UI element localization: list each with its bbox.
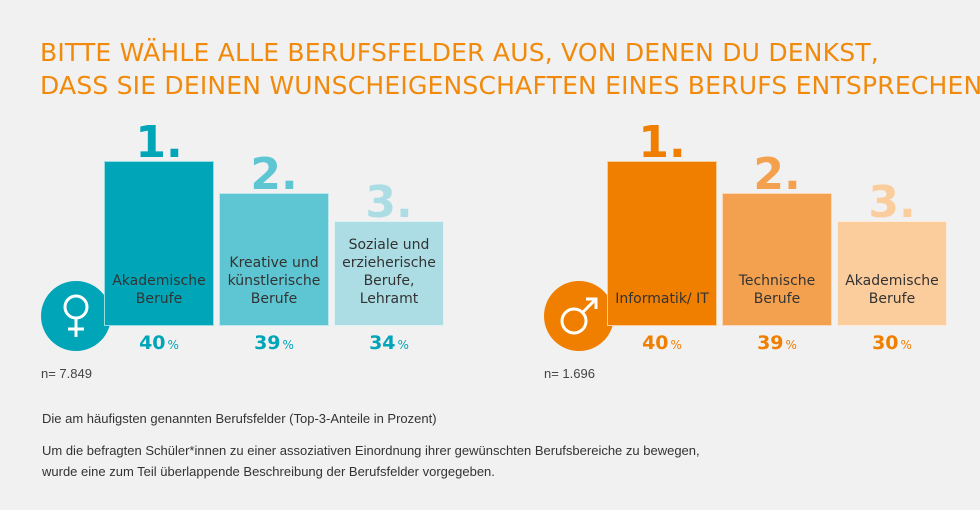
bar-label: Akademische Berufe xyxy=(845,273,939,307)
male-chart: Informatik/ IT 1. Technische Berufe 2. Akade… xyxy=(534,110,980,390)
value: 30 xyxy=(872,332,899,354)
bar-label: Informatik/ IT xyxy=(615,291,709,307)
bar-2: Kreative und künstlerische Berufe xyxy=(219,193,329,326)
bar-label: Technische Berufe xyxy=(738,273,816,307)
rank-label: 1. xyxy=(135,117,183,168)
bar-1: Informatik/ IT xyxy=(607,161,717,326)
rank-label: 3. xyxy=(365,177,413,228)
methodology-note: Um die befragten Schüler*innen zu einer … xyxy=(42,443,700,479)
value-label: 39% xyxy=(219,332,329,354)
rank-label: 3. xyxy=(868,177,916,228)
rank-label: 1. xyxy=(638,117,686,168)
rank-label: 2. xyxy=(250,149,298,200)
unit: % xyxy=(397,338,409,352)
rank-label: 2. xyxy=(753,149,801,200)
unit: % xyxy=(900,338,912,352)
value: 40 xyxy=(642,332,669,354)
female-chart: Akademische Berufe 1. Kreative und künstle… xyxy=(31,110,491,390)
footnote: Die am häufigsten genannten Berufsfelder… xyxy=(42,411,437,426)
value-label: 30% xyxy=(837,332,947,354)
title-line-1: BITTE WÄHLE ALLE BERUFSFELDER AUS, VON D… xyxy=(40,38,879,67)
male-symbol-icon xyxy=(544,281,614,351)
bar-label: Akademische Berufe xyxy=(112,273,206,307)
bar-3: Soziale und erzieherische Berufe, Lehram… xyxy=(334,221,444,326)
unit: % xyxy=(167,338,179,352)
bar-label: Soziale und erzieherische Berufe, Lehram… xyxy=(342,237,436,307)
unit: % xyxy=(785,338,797,352)
value: 39 xyxy=(757,332,784,354)
sample-size: n= 7.849 xyxy=(41,366,92,381)
bar-label: Kreative und künstlerische Berufe xyxy=(227,255,321,307)
bar-1: Akademische Berufe xyxy=(104,161,214,326)
value-label: 34% xyxy=(334,332,444,354)
bar-2: Technische Berufe xyxy=(722,193,832,326)
value-label: 40% xyxy=(607,332,717,354)
value: 34 xyxy=(369,332,396,354)
value-label: 40% xyxy=(104,332,214,354)
page-title: BITTE WÄHLE ALLE BERUFSFELDER AUS, VON D… xyxy=(40,36,980,102)
value-label: 39% xyxy=(722,332,832,354)
sample-size: n= 1.696 xyxy=(544,366,595,381)
unit: % xyxy=(282,338,294,352)
bar-3: Akademische Berufe xyxy=(837,221,947,326)
value: 40 xyxy=(139,332,166,354)
title-line-2: DASS SIE DEINEN WUNSCHEIGENSCHAFTEN EINE… xyxy=(40,71,980,100)
value: 39 xyxy=(254,332,281,354)
unit: % xyxy=(670,338,682,352)
female-symbol-icon xyxy=(41,281,111,351)
